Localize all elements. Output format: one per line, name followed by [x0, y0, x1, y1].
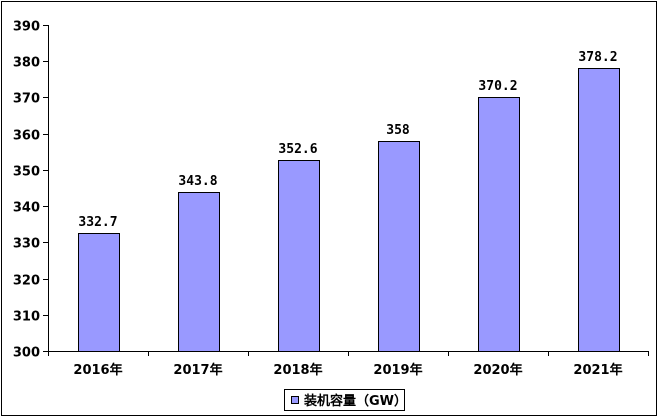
y-tick-label: 390 [13, 20, 40, 35]
data-label: 352.6 [278, 142, 317, 157]
y-tick-label: 310 [13, 310, 40, 325]
x-tick-label: 2017年 [173, 362, 222, 378]
data-label: 332.7 [78, 215, 117, 230]
y-tick-label: 340 [13, 201, 40, 216]
bar-2016年 [78, 233, 120, 352]
bar-2017年 [178, 192, 220, 352]
data-label: 343.8 [178, 174, 217, 189]
y-tick-label: 370 [13, 92, 40, 107]
y-tick-label: 330 [13, 237, 40, 252]
legend-box [284, 389, 405, 411]
y-tick-label: 350 [13, 165, 40, 180]
legend: 装机容量（GW） [284, 389, 407, 411]
bar-2019年 [378, 141, 420, 352]
x-tick-label: 2020年 [473, 362, 522, 378]
y-tick-label: 360 [13, 129, 40, 144]
legend-swatch [291, 396, 299, 404]
bar-2018年 [278, 160, 320, 352]
data-label: 358 [386, 123, 410, 138]
data-label: 378.2 [578, 50, 617, 65]
x-tick-label: 2016年 [73, 362, 122, 378]
x-tick-label: 2018年 [273, 362, 322, 378]
data-label: 370.2 [478, 79, 517, 94]
y-tick-label: 300 [13, 346, 40, 361]
y-tick-label: 380 [13, 56, 40, 71]
legend-label: 装机容量（GW） [303, 393, 407, 409]
x-tick-label: 2021年 [573, 362, 622, 378]
y-tick-label: 320 [13, 274, 40, 289]
x-tick-label: 2019年 [373, 362, 422, 378]
bar-2021年 [578, 68, 620, 352]
bar-2020年 [478, 97, 520, 352]
